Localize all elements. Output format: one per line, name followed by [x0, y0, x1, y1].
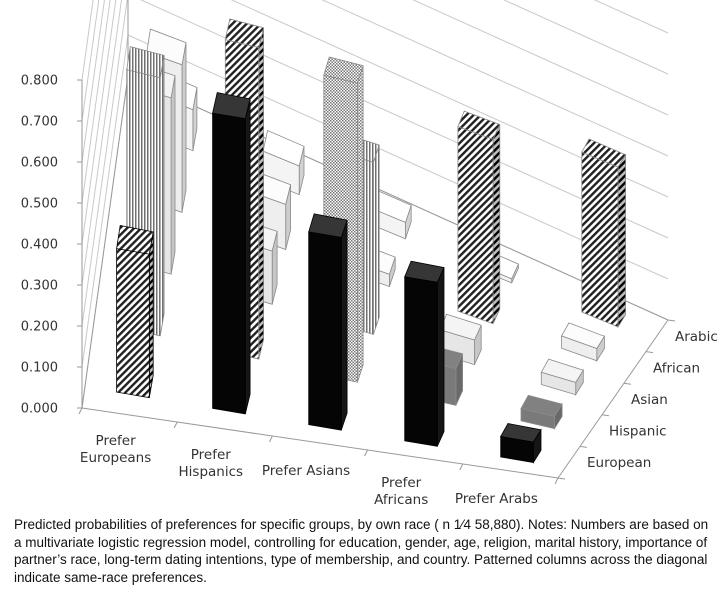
- bar: [262, 129, 305, 196]
- bar-top: [323, 56, 364, 84]
- bar-side: [372, 144, 380, 335]
- bar-side: [258, 27, 265, 360]
- bar-side: [148, 231, 154, 398]
- bar: [520, 394, 563, 430]
- bar-top: [146, 28, 187, 66]
- bar-side: [340, 220, 348, 431]
- x-category-labels: Prefer Europeans Prefer Hispanics Prefer Asi…: [80, 433, 538, 508]
- bar-side: [159, 55, 165, 336]
- bars: [116, 18, 627, 464]
- bar: [540, 358, 584, 397]
- depth-tick: [601, 414, 610, 417]
- bar: [308, 213, 348, 431]
- bar-front: [308, 231, 342, 431]
- bar-top: [404, 260, 445, 283]
- x-category-label: Prefer Africans: [374, 475, 428, 508]
- bar-top: [262, 129, 305, 167]
- chart: 0.800 0.700 0.600 0.500 0.400 0.300 0.200 0.100…: [21, 0, 718, 508]
- bar-side: [617, 153, 626, 329]
- x-category-label: Prefer Europeans: [80, 433, 151, 466]
- bar-front: [581, 151, 619, 328]
- bar: [500, 423, 542, 464]
- bar-side: [492, 124, 501, 324]
- x-tick: [173, 421, 178, 429]
- bar-top: [500, 423, 542, 443]
- y-tick-label: 0.700: [21, 115, 58, 130]
- bar-front: [457, 126, 494, 325]
- bar-top: [116, 225, 154, 255]
- bar: [581, 138, 627, 329]
- bar-top: [520, 394, 563, 417]
- y-tick-label: 0.100: [21, 361, 58, 376]
- floor-left-edge: [81, 75, 129, 409]
- x-category-label: Prefer Asians: [262, 463, 350, 479]
- depth-series-labels: European Hispanic Asian African Arabic: [587, 329, 718, 471]
- x-tick: [78, 407, 83, 415]
- gridline: [81, 0, 669, 122]
- depth-series-label: Arabic: [675, 329, 718, 345]
- y-tick-label: 0.300: [21, 279, 58, 294]
- gridline: [81, 0, 669, 286]
- y-tick-label: 0.200: [21, 320, 58, 335]
- x-category-line: Africans: [374, 492, 428, 508]
- bar-side: [436, 267, 445, 447]
- gridline: [81, 0, 669, 163]
- bar-top: [457, 110, 501, 140]
- depth-tick: [557, 477, 566, 480]
- gridline: [81, 0, 669, 245]
- x-tick: [554, 477, 559, 485]
- depth-series-label: European: [587, 455, 651, 471]
- y-tick-label: 0.800: [21, 74, 58, 89]
- x-category-label: Prefer Hispanics: [179, 447, 244, 480]
- x-category-line: Hispanics: [179, 464, 244, 480]
- bar-side: [181, 42, 187, 213]
- depth-series-label: Hispanic: [609, 424, 667, 440]
- bar-front: [404, 276, 438, 447]
- bar: [457, 110, 501, 325]
- bar-side: [244, 98, 251, 414]
- gridline: [81, 0, 669, 204]
- x-category-line: Prefer: [96, 433, 137, 449]
- depth-tick: [579, 445, 588, 448]
- x-category-line: Prefer Asians: [262, 463, 350, 479]
- x-axis-line: [81, 407, 559, 479]
- depth-tick: [645, 351, 654, 354]
- x-category-label: Prefer Arabs: [455, 491, 538, 507]
- bar: [212, 92, 251, 415]
- bar-top: [308, 213, 348, 238]
- depth-tick: [623, 382, 632, 385]
- bar-top: [224, 18, 265, 48]
- x-tick: [459, 463, 464, 471]
- x-category-line: Prefer Arabs: [455, 491, 538, 507]
- bar-top: [212, 92, 251, 120]
- bar-top: [581, 138, 627, 168]
- figure-caption: Predicted probabilities of preferences f…: [14, 517, 709, 585]
- bar-side: [356, 65, 364, 383]
- y-tick-label: 0.400: [21, 238, 58, 253]
- x-tick: [364, 449, 369, 457]
- x-category-line: Prefer: [381, 475, 422, 491]
- bar: [116, 225, 154, 399]
- y-tick-label: 0.000: [21, 402, 58, 417]
- bar-side: [170, 75, 176, 275]
- depth-series-label: Asian: [631, 392, 668, 408]
- y-tick-labels: 0.800 0.700 0.600 0.500 0.400 0.300 0.200 0.100…: [21, 74, 58, 417]
- depth-tick: [667, 319, 676, 322]
- depth-axis-line: [557, 319, 669, 479]
- x-category-line: Europeans: [80, 450, 151, 466]
- depth-series-label: African: [653, 360, 700, 376]
- y-tick-label: 0.500: [21, 197, 58, 212]
- x-tick: [268, 435, 273, 443]
- bar-top: [540, 358, 584, 383]
- bar: [404, 260, 445, 447]
- x-category-line: Prefer: [191, 447, 232, 463]
- bar-top: [126, 46, 165, 79]
- bar-front: [116, 248, 150, 399]
- bar-front: [212, 112, 246, 415]
- y-tick-label: 0.600: [21, 156, 58, 171]
- bar: [561, 322, 605, 363]
- bar-top: [561, 322, 605, 349]
